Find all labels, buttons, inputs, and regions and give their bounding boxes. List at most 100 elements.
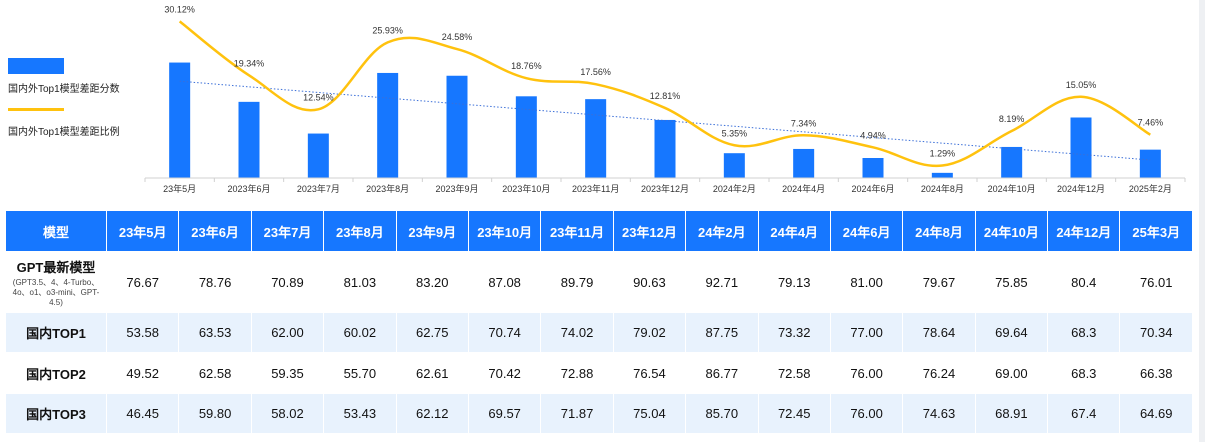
- table-cell: 70.74: [468, 313, 541, 352]
- x-tick-label: 2023年6月: [227, 183, 270, 194]
- row-name: 国内TOP3: [26, 407, 86, 422]
- table-header-date: 24年8月: [903, 211, 975, 251]
- table-cell: 53.58: [107, 313, 179, 352]
- bar: [238, 101, 260, 178]
- point-label: 24.58%: [442, 32, 473, 42]
- table-cell: 72.58: [758, 352, 830, 394]
- bar: [1001, 146, 1023, 178]
- table-header-date: 23年11月: [541, 211, 613, 251]
- bar: [1070, 117, 1092, 178]
- table-header-date: 24年12月: [1048, 211, 1120, 251]
- table-header-date: 23年5月: [107, 211, 179, 251]
- x-tick-label: 2023年8月: [366, 183, 409, 194]
- x-tick-label: 2024年6月: [851, 183, 894, 194]
- table-cell: 87.75: [686, 313, 758, 352]
- point-label: 7.34%: [791, 118, 817, 128]
- gap-chart: 30.12% 19.34% 12.54% 25.93% 24.58% 18.76% 17.5…: [144, 4, 1186, 194]
- bar: [862, 158, 884, 178]
- bar: [654, 119, 676, 178]
- bar: [377, 72, 399, 178]
- x-tick-label: 2024年2月: [713, 183, 756, 194]
- table-cell: 62.61: [396, 352, 468, 394]
- x-tick-label: 23年5月: [163, 183, 196, 194]
- row-name-cell: 国内TOP2: [6, 352, 106, 394]
- table-cell: 59.35: [251, 352, 324, 394]
- table-body: GPT最新模型 (GPT3.5、4、4-Turbo、4o、o1、o3-mini、G…: [6, 251, 1192, 433]
- legend-line-label: 国内外Top1模型差距比例: [8, 127, 120, 138]
- row-name: 国内TOP2: [26, 366, 86, 382]
- table-cell: 76.67: [107, 251, 179, 313]
- table-cell: 78.64: [903, 313, 975, 352]
- table-cell: 73.32: [758, 313, 830, 352]
- trend-line: [179, 80, 1151, 161]
- table-cell: 81.03: [324, 251, 396, 313]
- table-cell: 74.02: [541, 313, 613, 352]
- bar: [1139, 149, 1161, 178]
- table-cell: 64.69: [1120, 394, 1192, 433]
- point-label: 8.19%: [999, 114, 1025, 124]
- table-cell: 76.54: [613, 352, 686, 394]
- bar: [446, 75, 468, 178]
- table-cell: 49.52: [107, 352, 179, 394]
- x-tick-label: 2024年10月: [988, 183, 1036, 194]
- x-tick-label: 2024年4月: [782, 183, 825, 194]
- table-cell: 62.12: [396, 394, 468, 433]
- table-cell: 76.24: [903, 352, 975, 394]
- x-tick-label: 2024年8月: [921, 183, 964, 194]
- table-header-date: 24年6月: [830, 211, 903, 251]
- table-cell: 79.02: [613, 313, 686, 352]
- table-cell: 80.4: [1048, 251, 1120, 313]
- point-label: 4.94%: [860, 130, 886, 140]
- table-cell: 69.57: [468, 394, 541, 433]
- table-row: 国内TOP2 49.52 62.58 59.35 55.70 62.61 70.42 72.8…: [6, 352, 1192, 394]
- bar-series: [169, 62, 1161, 178]
- table-cell: 76.00: [830, 352, 903, 394]
- bar: [931, 172, 953, 178]
- point-label: 7.46%: [1138, 118, 1164, 128]
- table-cell: 53.43: [324, 394, 396, 433]
- x-tick-label: 2023年11月: [572, 183, 619, 194]
- row-name-cell: GPT最新模型 (GPT3.5、4、4-Turbo、4o、o1、o3-mini、G…: [6, 251, 106, 313]
- table-cell: 62.75: [396, 313, 468, 352]
- table-header-date: 23年10月: [468, 211, 541, 251]
- table-row: 国内TOP3 46.45 59.80 58.02 53.43 62.12 69.57 71.8…: [6, 394, 1192, 433]
- row-name-cell: 国内TOP3: [6, 394, 106, 433]
- ratio-line: [178, 20, 1151, 168]
- table-cell: 76.00: [830, 394, 903, 433]
- table-row: GPT最新模型 (GPT3.5、4、4-Turbo、4o、o1、o3-mini、G…: [6, 251, 1192, 313]
- table-header-date: 25年3月: [1120, 211, 1192, 251]
- point-labels: 30.12% 19.34% 12.54% 25.93% 24.58% 18.76% 17.5…: [164, 4, 1163, 158]
- table-cell: 68.3: [1048, 313, 1120, 352]
- table-cell: 60.02: [324, 313, 396, 352]
- table-cell: 63.53: [179, 313, 251, 352]
- table-cell: 79.67: [903, 251, 975, 313]
- bar: [307, 133, 329, 178]
- table-cell: 46.45: [107, 394, 179, 433]
- bar: [515, 96, 537, 178]
- legend-line-item: 国内外Top1模型差距比例: [8, 108, 120, 138]
- x-tick-label: 2023年7月: [297, 183, 340, 194]
- table-header-date: 23年6月: [179, 211, 251, 251]
- bar: [585, 99, 607, 178]
- row-name-subtitle: (GPT3.5、4、4-Turbo、4o、o1、o3-mini、GPT-4.5): [12, 277, 100, 307]
- table-cell: 70.34: [1120, 313, 1192, 352]
- table-cell: 72.88: [541, 352, 613, 394]
- table-cell: 70.42: [468, 352, 541, 394]
- point-label: 19.34%: [234, 58, 265, 68]
- table-cell: 92.71: [686, 251, 758, 313]
- table-cell: 58.02: [251, 394, 324, 433]
- point-label: 17.56%: [580, 67, 611, 77]
- table-cell: 66.38: [1120, 352, 1192, 394]
- table-header-date: 24年10月: [975, 211, 1048, 251]
- table-header-date: 23年12月: [613, 211, 686, 251]
- table-cell: 89.79: [541, 251, 613, 313]
- x-tick-label: 2023年10月: [502, 183, 550, 194]
- table-cell: 68.3: [1048, 352, 1120, 394]
- x-tick-label: 2025年2月: [1129, 183, 1172, 194]
- x-axis-labels: 23年5月 2023年6月 2023年7月 2023年8月 2023年9月 2023年10…: [163, 183, 1172, 194]
- x-tick-label: 2024年12月: [1057, 183, 1105, 194]
- bar: [723, 153, 745, 178]
- table-cell: 68.91: [975, 394, 1048, 433]
- point-label: 25.93%: [372, 25, 403, 35]
- table-cell: 72.45: [758, 394, 830, 433]
